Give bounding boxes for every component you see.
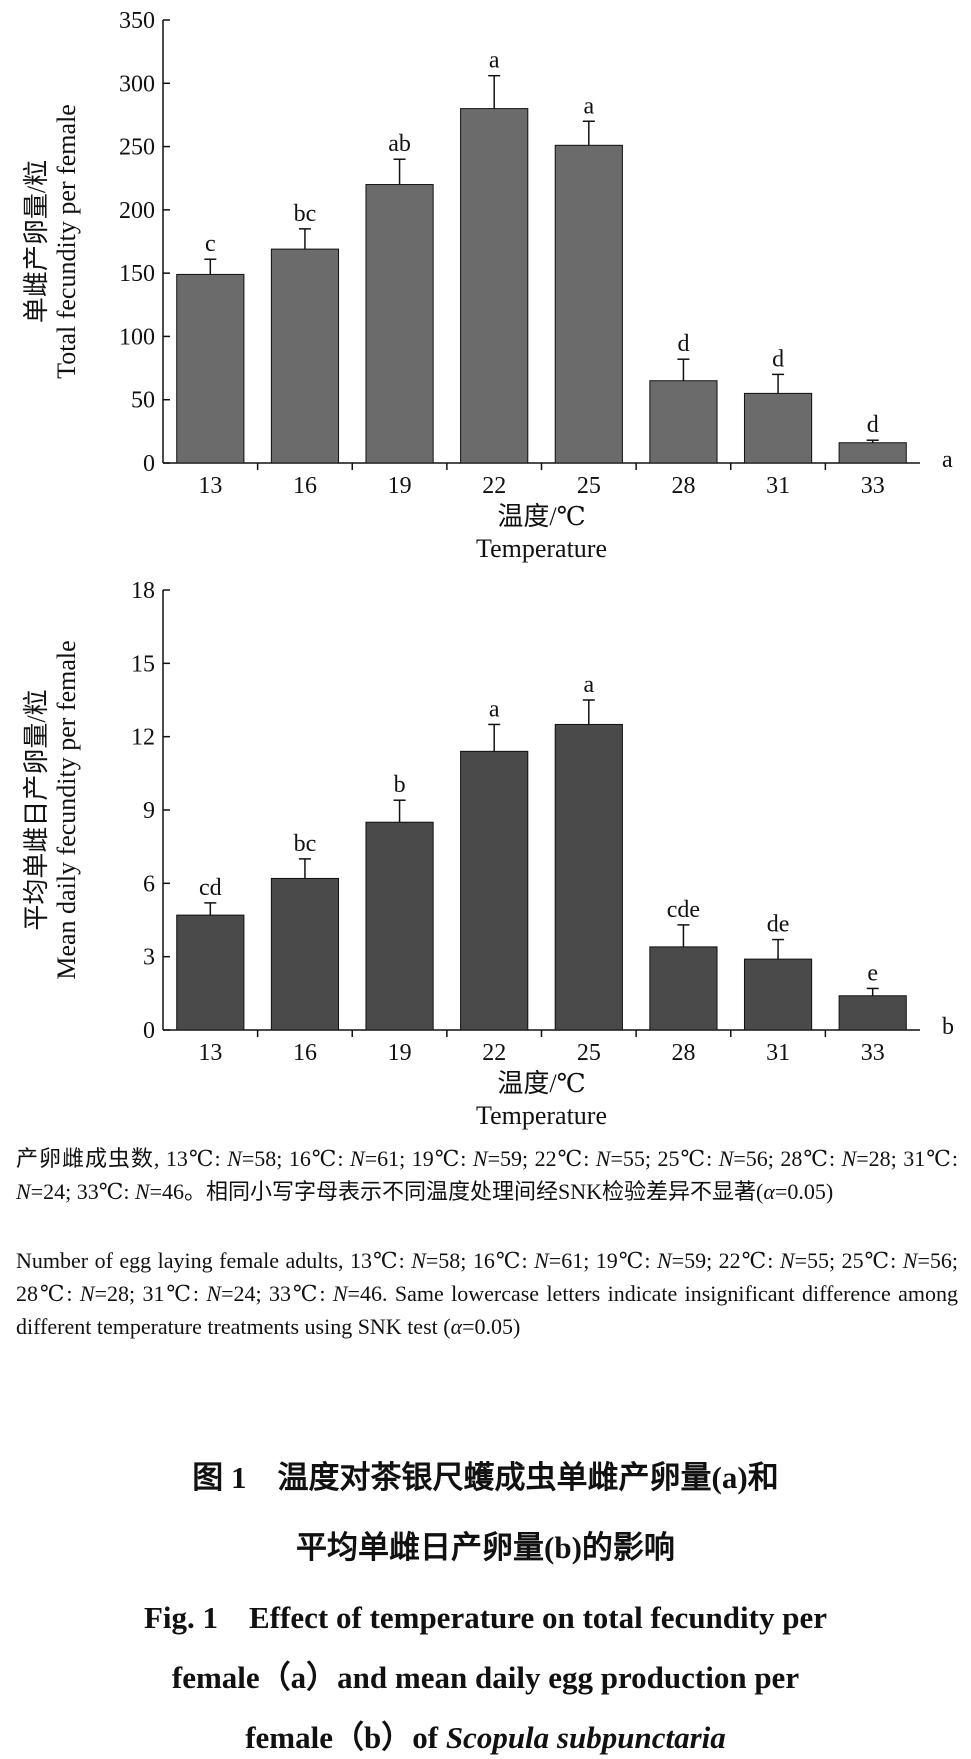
x-tick-label-a-33: 33 (861, 473, 885, 499)
bar-b-25 (554, 723, 623, 1031)
y-tick-label-b-1: 3 (143, 945, 155, 971)
x-tick-label-a-31: 31 (766, 473, 790, 499)
bar-a-22 (460, 108, 529, 464)
y-tick-label-a-2: 100 (119, 324, 155, 350)
bar-b-19 (365, 821, 434, 1031)
bar-a-28 (649, 380, 718, 464)
x-tick-label-a-16: 16 (293, 473, 317, 499)
chart-b: 0 3 6 9 12 15 18 cd 13 bc 16 b 19 a 22 a 25 cde 28 de 31 e 33 b… (22, 578, 954, 1130)
y-tick-label-b-0: 0 (143, 1018, 155, 1044)
significance-label-b-33: e (867, 960, 878, 986)
y-axis-title-zh-a: 单雌产卵量/粒 (22, 160, 51, 323)
y-axis-title-en-a: Total fecundity per female (52, 104, 81, 379)
y-axis-title-zh-b: 平均单雌日产卵量/粒 (22, 689, 51, 930)
species-name: Scopula subpunctaria (445, 1720, 726, 1755)
x-tick-label-a-22: 22 (482, 473, 506, 499)
significance-label-b-31: de (767, 912, 790, 938)
bar-b-31 (743, 958, 813, 1031)
x-tick-label-a-13: 13 (198, 473, 222, 499)
y-tick-label-a-3: 150 (119, 261, 155, 287)
bar-a-31 (743, 392, 813, 464)
x-tick-label-a-28: 28 (671, 473, 695, 499)
caption-en-line-2: female（a）and mean daily egg production p… (171, 1660, 800, 1695)
bar-b-28 (649, 946, 718, 1031)
panel-letter-a: a (942, 447, 953, 473)
bar-a-25 (554, 144, 623, 464)
x-tick-label-a-19: 19 (388, 473, 412, 499)
significance-label-b-22: a (489, 696, 500, 722)
significance-label-b-28: cde (667, 897, 700, 923)
bar-a-16 (270, 248, 340, 464)
bar-b-16 (270, 877, 340, 1031)
significance-label-b-19: b (394, 772, 406, 798)
x-axis-title-en-a: Temperature (476, 534, 607, 563)
note-english: Number of egg laying female adults, 13℃:… (16, 1248, 958, 1339)
bar-b-22 (460, 750, 529, 1031)
y-tick-label-a-0: 0 (143, 451, 155, 477)
panel-letter-b: b (942, 1014, 954, 1040)
x-tick-label-b-25: 25 (577, 1040, 601, 1066)
significance-label-a-19: ab (388, 131, 411, 157)
significance-label-b-25: a (583, 672, 594, 698)
significance-label-a-28: d (677, 331, 689, 357)
caption-en-line-3-prefix: female（b）of (245, 1720, 446, 1755)
x-tick-label-b-28: 28 (671, 1040, 695, 1066)
x-axis-title-zh-a: 温度/℃ (497, 502, 585, 531)
x-tick-label-b-13: 13 (198, 1040, 222, 1066)
caption-en-line-1: Fig. 1 Effect of temperature on total fe… (144, 1600, 827, 1635)
x-tick-label-b-31: 31 (766, 1040, 790, 1066)
y-tick-label-a-5: 250 (119, 135, 155, 161)
significance-label-a-25: a (583, 93, 594, 119)
significance-label-b-16: bc (294, 831, 317, 857)
significance-label-a-13: c (205, 231, 216, 257)
significance-label-a-22: a (489, 48, 500, 74)
y-tick-label-b-3: 9 (143, 798, 155, 824)
bar-b-13 (176, 914, 245, 1031)
x-axis-title-en-b: Temperature (476, 1101, 607, 1130)
x-tick-label-b-16: 16 (293, 1040, 317, 1066)
y-tick-label-b-5: 15 (131, 651, 155, 677)
caption-en-line-3: female（b）of Scopula subpunctaria (0, 1712, 971, 1757)
x-tick-label-a-25: 25 (577, 473, 601, 499)
chart-a: 0 50 100 150 200 250 300 350 c 13 bc 16 ab 19 a 22 a 25 d 2… (22, 8, 953, 563)
significance-label-a-31: d (772, 346, 784, 372)
y-tick-label-b-2: 6 (143, 871, 155, 897)
note-chinese: 产卵雌成虫数, 13℃: N=58; 16℃: N=61; 19℃: N=59;… (16, 1146, 958, 1204)
x-tick-label-b-33: 33 (861, 1040, 885, 1066)
x-axis-title-zh-b: 温度/℃ (497, 1069, 585, 1098)
significance-label-a-16: bc (294, 201, 317, 227)
y-tick-label-a-1: 50 (131, 388, 155, 414)
y-axis-title-en-b: Mean daily fecundity per female (52, 640, 81, 979)
significance-label-b-13: cd (199, 875, 222, 901)
bar-a-13 (176, 273, 245, 464)
caption-zh-line-1: 图 1 温度对茶银尺蠖成虫单雌产卵量(a)和 (192, 1460, 779, 1495)
y-tick-label-a-4: 200 (119, 198, 155, 224)
y-tick-label-b-4: 12 (131, 725, 155, 751)
y-tick-label-a-6: 300 (119, 71, 155, 97)
y-tick-label-a-7: 350 (119, 8, 155, 34)
caption-zh-line-2: 平均单雌日产卵量(b)的影响 (296, 1530, 675, 1565)
x-tick-label-b-22: 22 (482, 1040, 506, 1066)
bar-b-33 (838, 995, 907, 1031)
y-tick-label-b-6: 18 (131, 578, 155, 604)
bar-a-19 (365, 184, 434, 464)
x-tick-label-b-19: 19 (388, 1040, 412, 1066)
bar-a-33 (838, 442, 907, 464)
significance-label-a-33: d (867, 412, 879, 438)
